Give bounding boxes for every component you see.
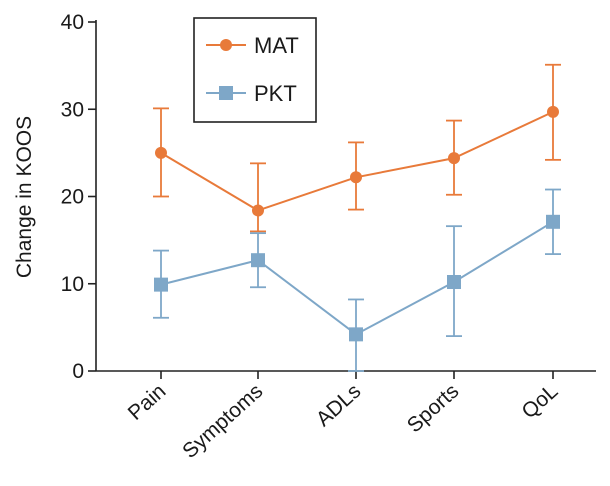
legend-marker [219,86,233,100]
y-axis-title: Change in KOOS [13,116,36,278]
data-point [547,105,559,118]
data-point [251,253,265,268]
series-line [160,110,554,212]
x-tick-label-symptoms: Symptoms [178,380,267,463]
legend-box [193,17,317,123]
series-mat [153,63,561,233]
y-tick-label: 0 [72,360,84,383]
data-point [447,275,461,290]
series-pkt [153,188,561,372]
x-tick-label-pain: Pain [124,380,171,425]
data-point [155,146,167,159]
x-tick-label-adls: ADLs [312,380,366,431]
legend-marker [220,39,232,51]
y-tick-label: 10 [61,273,84,296]
data-point [546,214,560,229]
legend-item-mat: MAT [206,33,299,58]
series-line [160,220,554,336]
y-tick-label: 30 [61,98,84,121]
data-point [252,204,264,217]
x-tick-label-qol: QoL [517,380,562,424]
axes: 0 10 20 30 40 Pain Symptoms ADLs Sports QoL [61,11,596,463]
data-point [349,327,363,342]
y-tick-label: 40 [61,11,84,34]
legend: MAT PKT [193,17,317,123]
y-tick-label: 20 [61,186,84,209]
series-layer [153,63,561,372]
data-point [448,152,460,165]
legend-item-pkt: PKT [206,81,297,106]
legend-label: PKT [254,81,297,106]
data-point [350,171,362,184]
data-point [154,277,168,292]
x-tick-label-sports: Sports [403,380,464,438]
legend-label: MAT [254,33,299,58]
